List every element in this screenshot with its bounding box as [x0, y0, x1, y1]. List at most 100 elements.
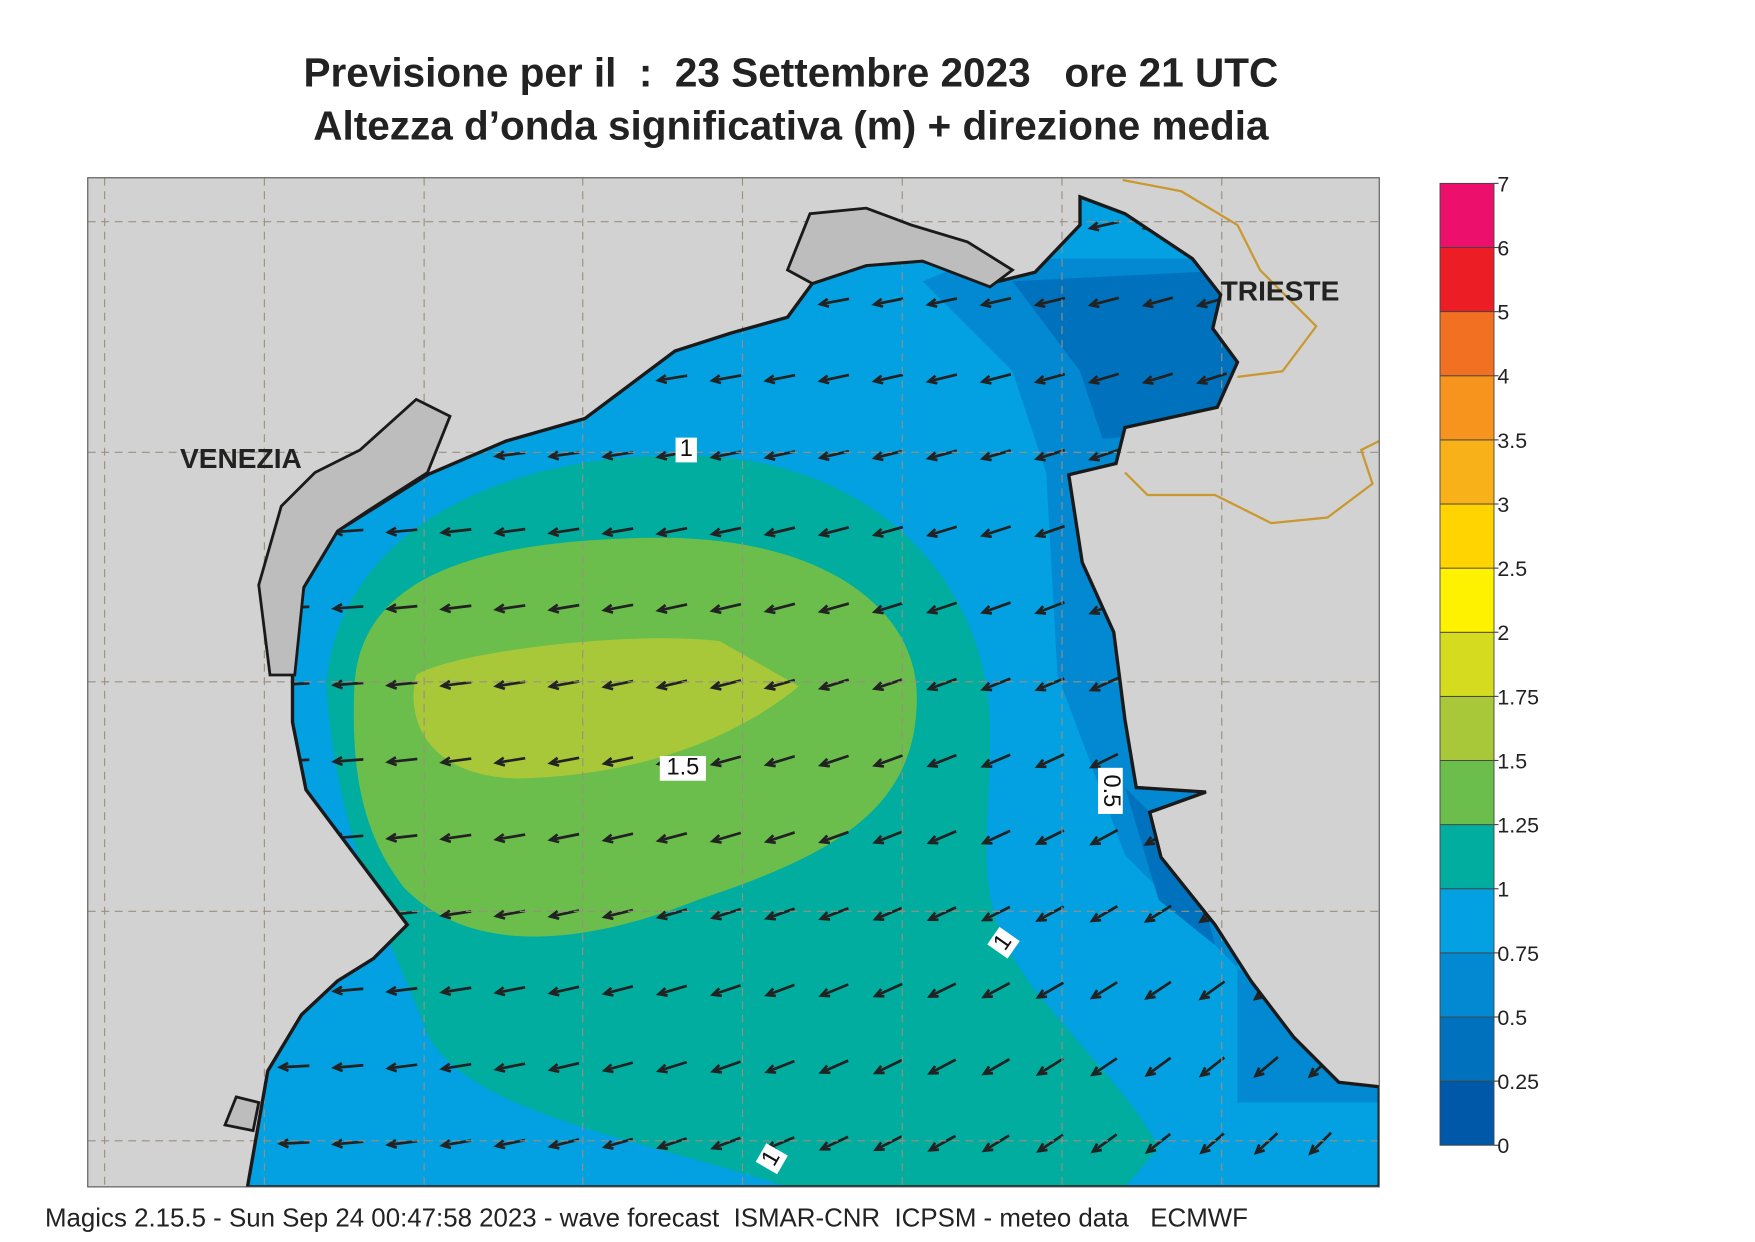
colorbar-swatch — [1439, 375, 1495, 441]
arrow — [710, 1060, 741, 1074]
arrow — [925, 297, 958, 309]
arrow — [331, 602, 364, 614]
arrow — [331, 1138, 364, 1149]
arrow — [1088, 676, 1119, 692]
arrow — [1033, 296, 1066, 309]
colorbar-tick-label: 1.75 — [1497, 685, 1539, 709]
colorbar-swatch — [1439, 631, 1495, 697]
arrow — [981, 1134, 1010, 1153]
arrow — [763, 373, 796, 385]
arrow — [493, 603, 526, 614]
arrow — [655, 603, 688, 614]
arrow — [817, 602, 850, 615]
arrow — [710, 1136, 741, 1151]
arrow — [1144, 1132, 1172, 1154]
arrow — [385, 603, 418, 614]
title: Previsione per il : 23 Settembre 2023 or… — [304, 50, 1279, 96]
colorbar-swatch — [1439, 567, 1495, 633]
arrow — [1035, 905, 1065, 922]
colorbar-tick-label: 1.5 — [1497, 749, 1527, 773]
arrow — [709, 374, 742, 385]
arrow — [1144, 1056, 1172, 1077]
arrow — [1090, 1133, 1118, 1154]
arrow — [981, 981, 1011, 999]
colorbar-tick-label: 7 — [1497, 172, 1509, 196]
arrow — [1253, 1132, 1279, 1156]
arrow — [655, 526, 688, 538]
arrow — [1087, 448, 1120, 462]
arrow — [872, 830, 903, 845]
arrow — [547, 985, 580, 997]
band-025-05 — [1012, 270, 1238, 945]
arrow — [871, 525, 904, 538]
arrow — [763, 602, 796, 615]
arrow — [980, 829, 1011, 845]
arrow — [1034, 753, 1065, 769]
footer: Magics 2.15.5 - Sun Sep 24 00:47:58 2023… — [45, 1204, 1248, 1232]
arrow — [925, 601, 958, 615]
colorbar-swatch — [1439, 439, 1495, 505]
arrow — [493, 833, 526, 844]
colorbar-swatch — [1439, 952, 1495, 1018]
arrow — [1308, 1131, 1333, 1156]
arrow — [601, 832, 634, 844]
arrow — [1090, 1057, 1118, 1077]
arrow — [1089, 828, 1119, 846]
arrow — [439, 526, 472, 537]
arrow — [277, 1138, 310, 1149]
arrow — [655, 1137, 688, 1151]
arrow — [601, 450, 634, 461]
arrow — [818, 830, 849, 845]
arrow — [547, 527, 580, 538]
colorbar-tick-label: 0.25 — [1497, 1070, 1539, 1094]
contour-label: 1 — [675, 436, 697, 463]
arrow — [764, 983, 795, 998]
arrow — [1087, 220, 1120, 232]
arrow — [926, 906, 957, 922]
arrow — [439, 1062, 472, 1073]
arrow — [1034, 601, 1065, 615]
arrow — [1035, 1057, 1064, 1076]
colorbar-swatch — [1439, 1016, 1495, 1082]
arrow — [1253, 1056, 1279, 1078]
border — [1122, 178, 1380, 525]
place-label: VENEZIA — [180, 443, 302, 474]
arrow — [493, 756, 526, 767]
arrow — [817, 297, 850, 308]
arrow — [872, 1058, 903, 1075]
arrow — [709, 602, 742, 615]
contour-label-text: 1 — [680, 436, 693, 462]
arrow — [709, 907, 742, 921]
colorbar-swatch — [1439, 824, 1495, 890]
arrow — [601, 1061, 634, 1074]
arrow — [980, 677, 1011, 692]
colorbar-tick-label: 5 — [1497, 301, 1509, 325]
arrow — [980, 753, 1011, 769]
arrow — [1089, 904, 1119, 923]
arrow — [331, 679, 364, 690]
arrow — [655, 374, 688, 385]
arrow — [763, 754, 796, 768]
arrow — [493, 526, 526, 538]
arrow — [926, 982, 957, 998]
arrow — [926, 677, 957, 692]
arrow — [547, 1061, 580, 1074]
subtitle: Altezza d’onda significativa (m) + direz… — [313, 103, 1269, 149]
arrow — [385, 832, 418, 843]
arrow — [871, 297, 904, 308]
arrow — [1141, 372, 1174, 386]
arrow — [1034, 677, 1065, 692]
colorbar-tick-label: 4 — [1497, 365, 1509, 389]
arrow — [601, 985, 634, 997]
arrow — [980, 601, 1011, 615]
arrow — [709, 526, 742, 538]
colorbar-swatch — [1439, 311, 1495, 377]
arrow — [385, 756, 418, 767]
arrow — [439, 986, 472, 997]
arrow — [385, 526, 418, 537]
colorbar-tick-label: 0.75 — [1497, 942, 1539, 966]
arrow — [655, 984, 688, 997]
arrow — [709, 984, 742, 998]
arrow — [1033, 372, 1066, 385]
contour-label: 1.5 — [659, 755, 706, 781]
